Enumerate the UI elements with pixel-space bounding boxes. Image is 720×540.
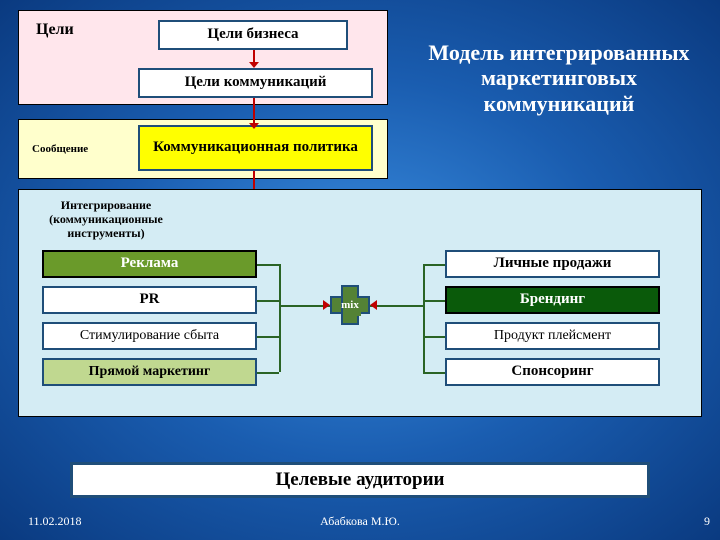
instrument-pr: PR <box>42 286 257 314</box>
mix-node: mix <box>330 285 370 325</box>
arrow-comm-to-policy <box>253 98 255 124</box>
instrument-product-placement: Продукт плейсмент <box>445 322 660 350</box>
arrow-business-to-comm <box>253 50 255 63</box>
instrument-sponsoring: Спонсоринг <box>445 358 660 386</box>
message-label: Сообщение <box>32 139 122 159</box>
footer-page: 9 <box>680 512 710 532</box>
instrument-personal-sales: Личные продажи <box>445 250 660 278</box>
diagram-title: Модель интегрированных маркетинговых ком… <box>419 8 699 148</box>
arrow-policy-down <box>253 171 255 191</box>
goals-label: Цели <box>36 18 116 42</box>
instrument-branding: Брендинг <box>445 286 660 314</box>
footer-author: Абабкова М.Ю. <box>270 512 450 532</box>
communication-policy-box: Коммуникационная политика <box>138 125 373 171</box>
integration-label: Интегрирование (коммуникационные инструм… <box>26 195 186 245</box>
instrument-reklama: Реклама <box>42 250 257 278</box>
instrument-stimulation: Стимулирование сбыта <box>42 322 257 350</box>
target-audience-box: Целевые аудитории <box>70 462 650 498</box>
footer-date: 11.02.2018 <box>28 512 148 532</box>
goals-communications-box: Цели коммуникаций <box>138 68 373 98</box>
instrument-direct-marketing: Прямой маркетинг <box>42 358 257 386</box>
goals-business-box: Цели бизнеса <box>158 20 348 50</box>
